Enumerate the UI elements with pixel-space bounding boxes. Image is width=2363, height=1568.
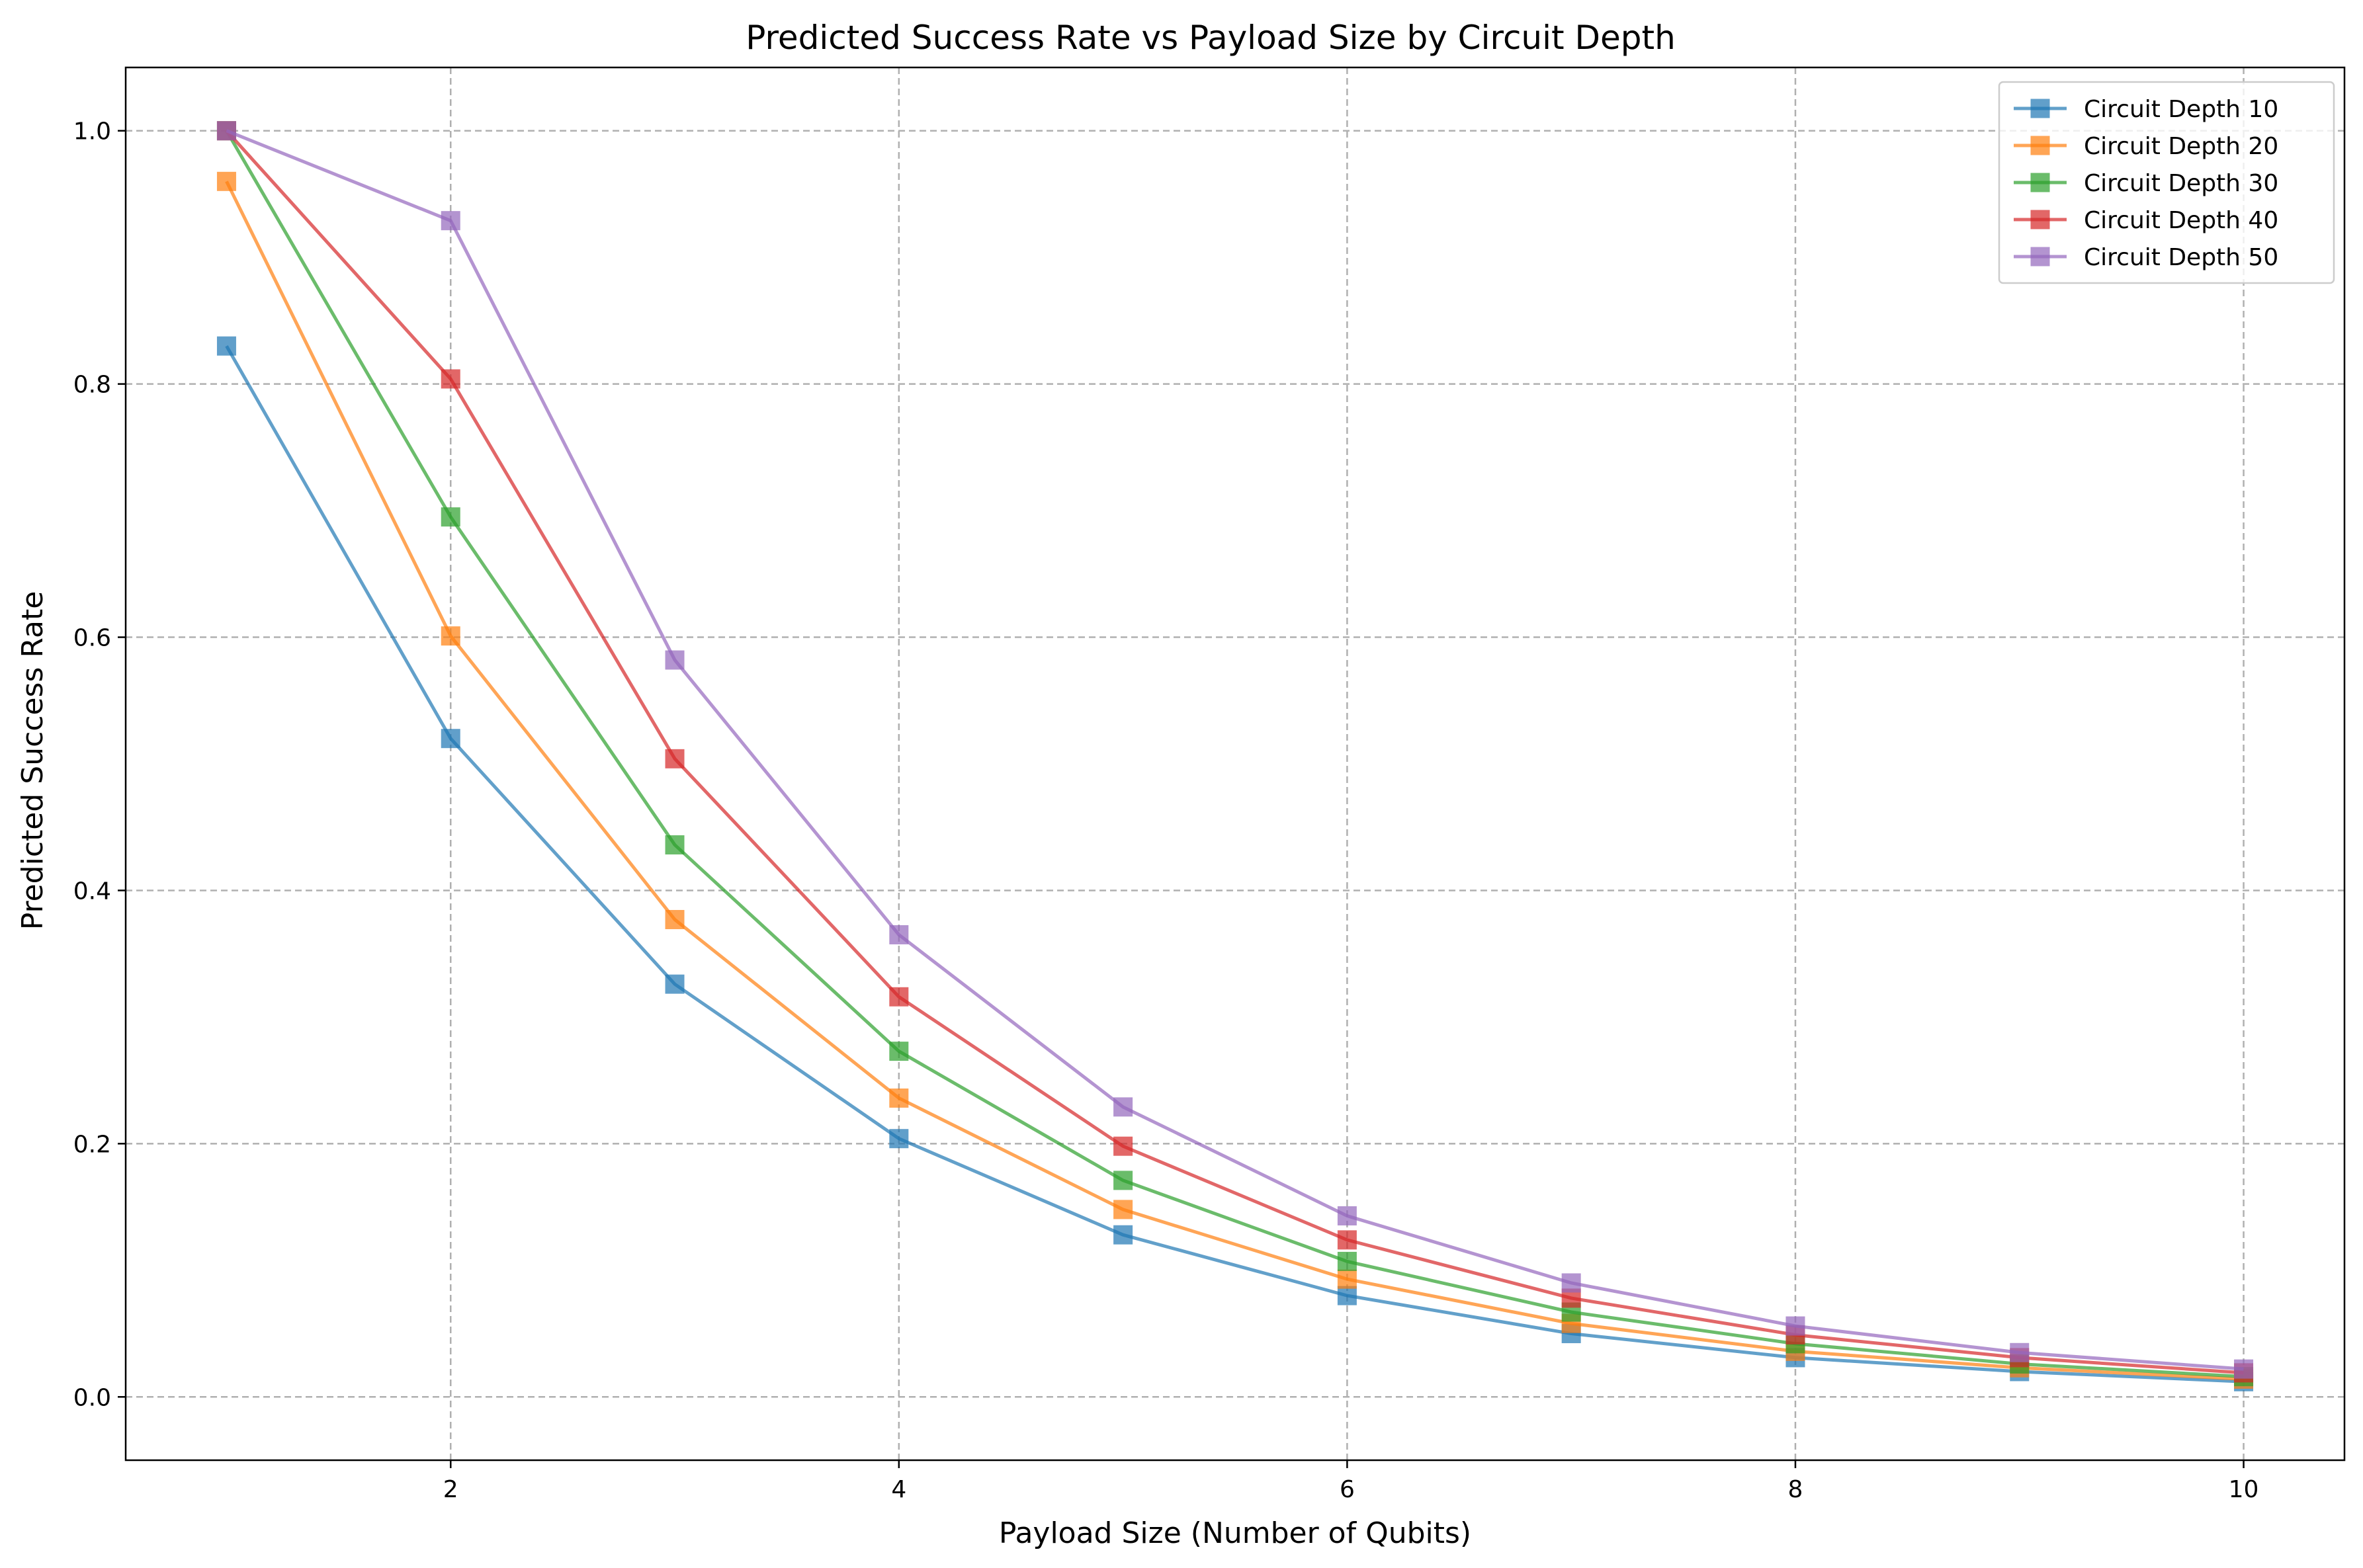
legend-label: Circuit Depth 20 [2084, 133, 2278, 160]
y-tick-label: 1.0 [73, 118, 111, 145]
legend-marker [2030, 173, 2050, 192]
data-point-marker [1337, 1251, 1357, 1271]
legend-marker [2030, 136, 2050, 155]
legend-label: Circuit Depth 40 [2084, 207, 2278, 234]
data-point-marker [1337, 1206, 1357, 1225]
data-point-marker [665, 835, 685, 855]
data-point-marker [665, 650, 685, 670]
axis-ticks: 2 4 6 8 10 0.0 0.2 0.4 0.6 0.8 1.0 [73, 118, 2259, 1503]
y-axis-label: Predicted Success Rate [16, 591, 50, 930]
data-point-marker [1113, 1225, 1133, 1245]
data-point-marker [665, 974, 685, 994]
data-point-marker [889, 1088, 909, 1108]
legend: Circuit Depth 10 Circuit Depth 20 Circuit … [1998, 81, 2335, 284]
series-line [226, 129, 2244, 1371]
data-point-marker [216, 171, 236, 191]
data-point-marker [1113, 1136, 1133, 1156]
legend-box [1998, 81, 2335, 284]
legend-marker [2030, 99, 2050, 118]
legend-label: Circuit Depth 30 [2084, 170, 2278, 197]
legend-marker [2030, 247, 2050, 267]
series-line [225, 181, 2244, 1381]
x-tick-label: 6 [1340, 1476, 1355, 1503]
series-5 [216, 121, 2254, 1379]
data-point-marker [1337, 1269, 1357, 1289]
data-point-marker [2010, 1342, 2030, 1362]
series-group [216, 121, 2254, 1391]
y-tick-label: 0.6 [73, 625, 111, 652]
data-point-marker [1113, 1171, 1133, 1190]
y-tick-label: 0.0 [73, 1384, 111, 1411]
y-tick-label: 0.4 [73, 878, 111, 905]
data-point-marker [889, 1042, 909, 1061]
chart-title: Predicted Success Rate vs Payload Size b… [746, 19, 1676, 57]
plot-frame [124, 66, 2346, 1462]
x-tick-label: 4 [891, 1476, 906, 1503]
data-point-marker [665, 909, 685, 929]
data-point-marker [1337, 1230, 1357, 1250]
data-point-marker [889, 925, 909, 944]
data-point-marker [441, 729, 460, 749]
x-axis-label: Payload Size (Number of Qubits) [999, 1516, 1471, 1550]
legend-item: Circuit Depth 40 [2014, 207, 2278, 234]
y-tick-label: 0.2 [73, 1131, 111, 1158]
data-point-marker [665, 749, 685, 768]
series-line [225, 345, 2244, 1383]
legend-label: Circuit Depth 50 [2084, 244, 2278, 271]
legend-item: Circuit Depth 30 [2014, 170, 2278, 197]
data-point-marker [889, 987, 909, 1007]
legend-item: Circuit Depth 10 [2014, 96, 2278, 123]
series-line [225, 130, 2244, 1375]
data-point-marker [1785, 1316, 1805, 1336]
legend-item: Circuit Depth 50 [2014, 244, 2278, 271]
x-tick-label: 2 [443, 1476, 458, 1503]
data-point-marker [216, 336, 236, 356]
data-point-marker [441, 626, 460, 646]
data-point-marker [441, 211, 460, 231]
legend-label: Circuit Depth 10 [2084, 96, 2278, 123]
data-point-marker [441, 507, 460, 527]
legend-marker [2030, 210, 2050, 229]
data-point-marker [889, 1129, 909, 1149]
data-point-marker [1113, 1200, 1133, 1219]
y-tick-label: 0.8 [73, 372, 111, 399]
data-point-marker [441, 369, 460, 389]
x-tick-label: 8 [1788, 1476, 1803, 1503]
data-point-marker [1113, 1097, 1133, 1117]
series-line [225, 130, 2244, 1379]
data-point-marker [2234, 1359, 2254, 1379]
data-point-marker [1337, 1286, 1357, 1305]
legend-item: Circuit Depth 20 [2014, 133, 2278, 160]
data-point-marker [1561, 1273, 1581, 1293]
data-point-marker [216, 121, 236, 141]
x-tick-label: 10 [2229, 1476, 2259, 1503]
